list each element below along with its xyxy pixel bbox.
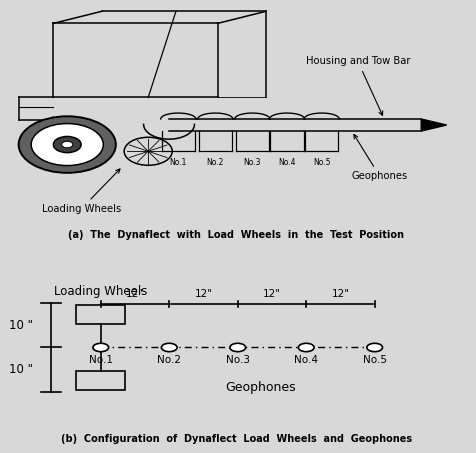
Text: Housing and Tow Bar: Housing and Tow Bar: [305, 56, 409, 116]
Text: Geophones: Geophones: [351, 135, 407, 182]
Circle shape: [229, 343, 245, 352]
Circle shape: [31, 124, 103, 165]
Bar: [76, 371, 125, 390]
Text: No.5: No.5: [362, 355, 386, 366]
Text: No.3: No.3: [243, 158, 260, 167]
Text: No.4: No.4: [278, 158, 295, 167]
Circle shape: [53, 136, 81, 153]
Text: 12": 12": [262, 289, 280, 299]
Text: Loading Wheels: Loading Wheels: [42, 169, 121, 214]
Text: No.5: No.5: [312, 158, 330, 167]
Text: No.4: No.4: [294, 355, 317, 366]
Text: Geophones: Geophones: [225, 381, 296, 394]
Text: No.2: No.2: [206, 158, 224, 167]
Text: (b)  Configuration  of  Dynaflect  Load  Wheels  and  Geophones: (b) Configuration of Dynaflect Load Whee…: [60, 434, 411, 444]
Text: (a)  The  Dynaflect  with  Load  Wheels  in  the  Test  Position: (a) The Dynaflect with Load Wheels in th…: [68, 230, 403, 240]
Text: 10 ": 10 ": [10, 319, 33, 332]
Text: No.1: No.1: [169, 158, 187, 167]
Text: No.1: No.1: [89, 355, 112, 366]
Text: 12": 12": [126, 289, 144, 299]
Circle shape: [61, 141, 73, 148]
Circle shape: [93, 343, 109, 352]
Text: Loading Wheels: Loading Wheels: [54, 285, 147, 298]
Text: 10 ": 10 ": [10, 363, 33, 376]
Bar: [76, 305, 125, 323]
Circle shape: [366, 343, 382, 352]
Circle shape: [19, 116, 116, 173]
Circle shape: [161, 343, 177, 352]
Circle shape: [298, 343, 313, 352]
Text: 12": 12": [194, 289, 212, 299]
Text: No.3: No.3: [225, 355, 249, 366]
Text: No.2: No.2: [157, 355, 181, 366]
Text: 12": 12": [331, 289, 349, 299]
Polygon shape: [420, 119, 446, 131]
